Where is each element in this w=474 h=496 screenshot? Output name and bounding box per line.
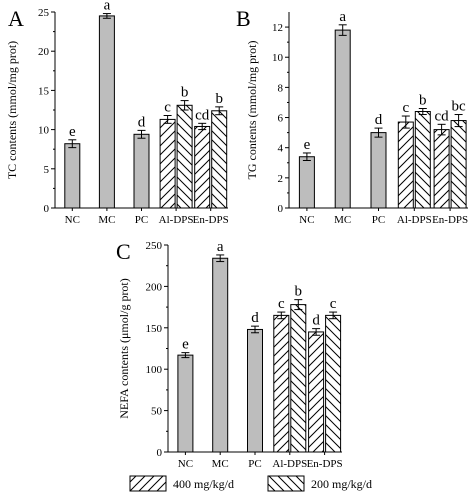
panel-b-y-axis-label: TG contents (mmol/mg prot) — [245, 41, 259, 180]
panel-c-y-tick-label: 250 — [146, 240, 163, 252]
panel-b-significance-label: d — [375, 112, 383, 128]
panel-b-y-tick-label: 0 — [278, 203, 284, 215]
panel-c-bar — [212, 257, 229, 453]
panel-b-significance-label: cd — [435, 108, 450, 124]
panel-c-letter: C — [116, 239, 131, 264]
panel-c-x-tick-label: MC — [212, 458, 229, 470]
panel-a-y-tick-label: 15 — [38, 85, 50, 97]
panel-a-significance-label: a — [104, 0, 111, 14]
panel-a-bar — [98, 15, 115, 209]
legend-label-400: 400 mg/kg/d — [173, 477, 234, 491]
panel-a-bar — [133, 133, 150, 209]
panel-a-significance-label: d — [138, 114, 146, 130]
panel-a-y-tick-label: 25 — [38, 7, 50, 19]
panel-c-x-tick-label: PC — [248, 458, 261, 470]
panel-a-significance-label: e — [69, 124, 76, 140]
panel-c-bar — [290, 304, 307, 453]
panel-a-bar — [211, 110, 228, 209]
legend: 400 mg/kg/d 200 mg/kg/d — [129, 475, 372, 492]
panel-c-chart: C 0 50 100 150 200 250 NEFA contents (μmol/g pr… — [116, 239, 343, 470]
panel-c-bar — [177, 354, 194, 453]
panel-b-x-tick-label: Al-DPS — [397, 214, 432, 226]
legend-label-200: 200 mg/kg/d — [311, 477, 372, 491]
panel-b-significance-label: bc — [452, 99, 467, 115]
legend-swatch-200 — [267, 475, 305, 492]
panel-b-x-tick-label: NC — [299, 214, 314, 226]
panel-c-y-tick-label: 100 — [146, 364, 163, 376]
panel-c-significance-label: a — [217, 239, 224, 255]
panel-a-bar — [176, 104, 193, 209]
panel-c-x-tick-label: En-DPS — [307, 458, 343, 470]
panel-b-bar — [433, 129, 450, 209]
panel-c-significance-label: c — [278, 296, 285, 312]
panel-c-significance-label: d — [312, 313, 320, 329]
panel-b-bar — [450, 120, 467, 209]
panel-a-bar — [64, 143, 81, 209]
panel-b-bar — [334, 29, 351, 209]
panel-b-y-tick-label: 4 — [278, 143, 284, 155]
panel-c-y-tick-label: 0 — [157, 447, 163, 459]
panel-a-bar — [194, 125, 211, 209]
panel-b-bar — [370, 132, 387, 209]
panel-b-y-tick-label: 8 — [278, 82, 284, 94]
panel-b-significance-label: b — [419, 92, 427, 108]
panel-c-x-tick-label: Al-DPS — [272, 458, 307, 470]
panel-c-significance-label: c — [330, 296, 337, 312]
panel-a-bar — [159, 118, 176, 209]
panel-b-bar — [298, 156, 315, 209]
panel-c-y-tick-label: 50 — [151, 406, 163, 418]
panel-a-x-tick-label: NC — [65, 214, 80, 226]
panel-b-x-tick-label: MC — [334, 214, 351, 226]
panel-c-y-tick-label: 200 — [146, 281, 163, 293]
panel-c-y-axis-label: NEFA contents (μmol/g prot) — [117, 278, 131, 419]
panel-c-bar — [273, 314, 290, 453]
panel-b-x-tick-label: En-DPS — [432, 214, 468, 226]
panel-b-x-tick-label: PC — [372, 214, 385, 226]
panel-a-y-tick-label: 5 — [44, 164, 50, 176]
panel-c-bar — [325, 314, 342, 453]
panel-c-bar — [308, 331, 325, 453]
panel-a-significance-label: b — [215, 91, 223, 107]
panel-c-significance-label: b — [295, 284, 303, 300]
panel-a-y-tick-label: 0 — [44, 203, 50, 215]
panel-c-x-tick-label: NC — [178, 458, 193, 470]
panel-b-y-tick-label: 6 — [278, 113, 284, 125]
panel-b-letter: B — [236, 6, 251, 31]
panel-a-letter: A — [8, 6, 24, 31]
panel-c-y-tick-label: 150 — [146, 323, 163, 335]
panel-b-significance-label: a — [339, 9, 346, 25]
legend-swatch-400 — [129, 475, 167, 492]
panel-b-bar — [397, 121, 414, 209]
panel-c-significance-label: d — [251, 310, 259, 326]
panel-a-y-tick-label: 10 — [38, 125, 50, 137]
panel-a-x-tick-label: MC — [98, 214, 115, 226]
panel-a-significance-label: c — [164, 99, 171, 115]
panel-a-chart: A 0 5 10 15 20 25 TC contents (mmol/mg prot) NC M… — [5, 0, 229, 226]
panel-a-y-tick-label: 20 — [38, 46, 50, 58]
panel-b-y-tick-label: 10 — [272, 52, 284, 64]
panel-a-y-axis-label: TC contents (mmol/mg prot) — [5, 41, 19, 179]
panel-a-x-tick-label: PC — [135, 214, 148, 226]
panel-b-chart: B 0 2 4 6 8 10 12 TG contents (mmol/mg prot) NC MC… — [236, 6, 468, 226]
panel-b-significance-label: e — [304, 137, 311, 153]
panel-a-x-tick-label: En-DPS — [193, 214, 229, 226]
panel-b-y-tick-label: 2 — [278, 173, 284, 185]
panel-c-bar — [247, 328, 263, 453]
panel-b-y-tick-label: 12 — [272, 22, 283, 34]
panel-c-significance-label: e — [182, 337, 189, 353]
panel-b-bar — [414, 111, 431, 209]
panel-a-significance-label: b — [181, 85, 189, 101]
panel-a-significance-label: cd — [195, 107, 210, 123]
panel-b-significance-label: c — [402, 100, 409, 116]
panel-a-x-tick-label: Al-DPS — [159, 214, 194, 226]
